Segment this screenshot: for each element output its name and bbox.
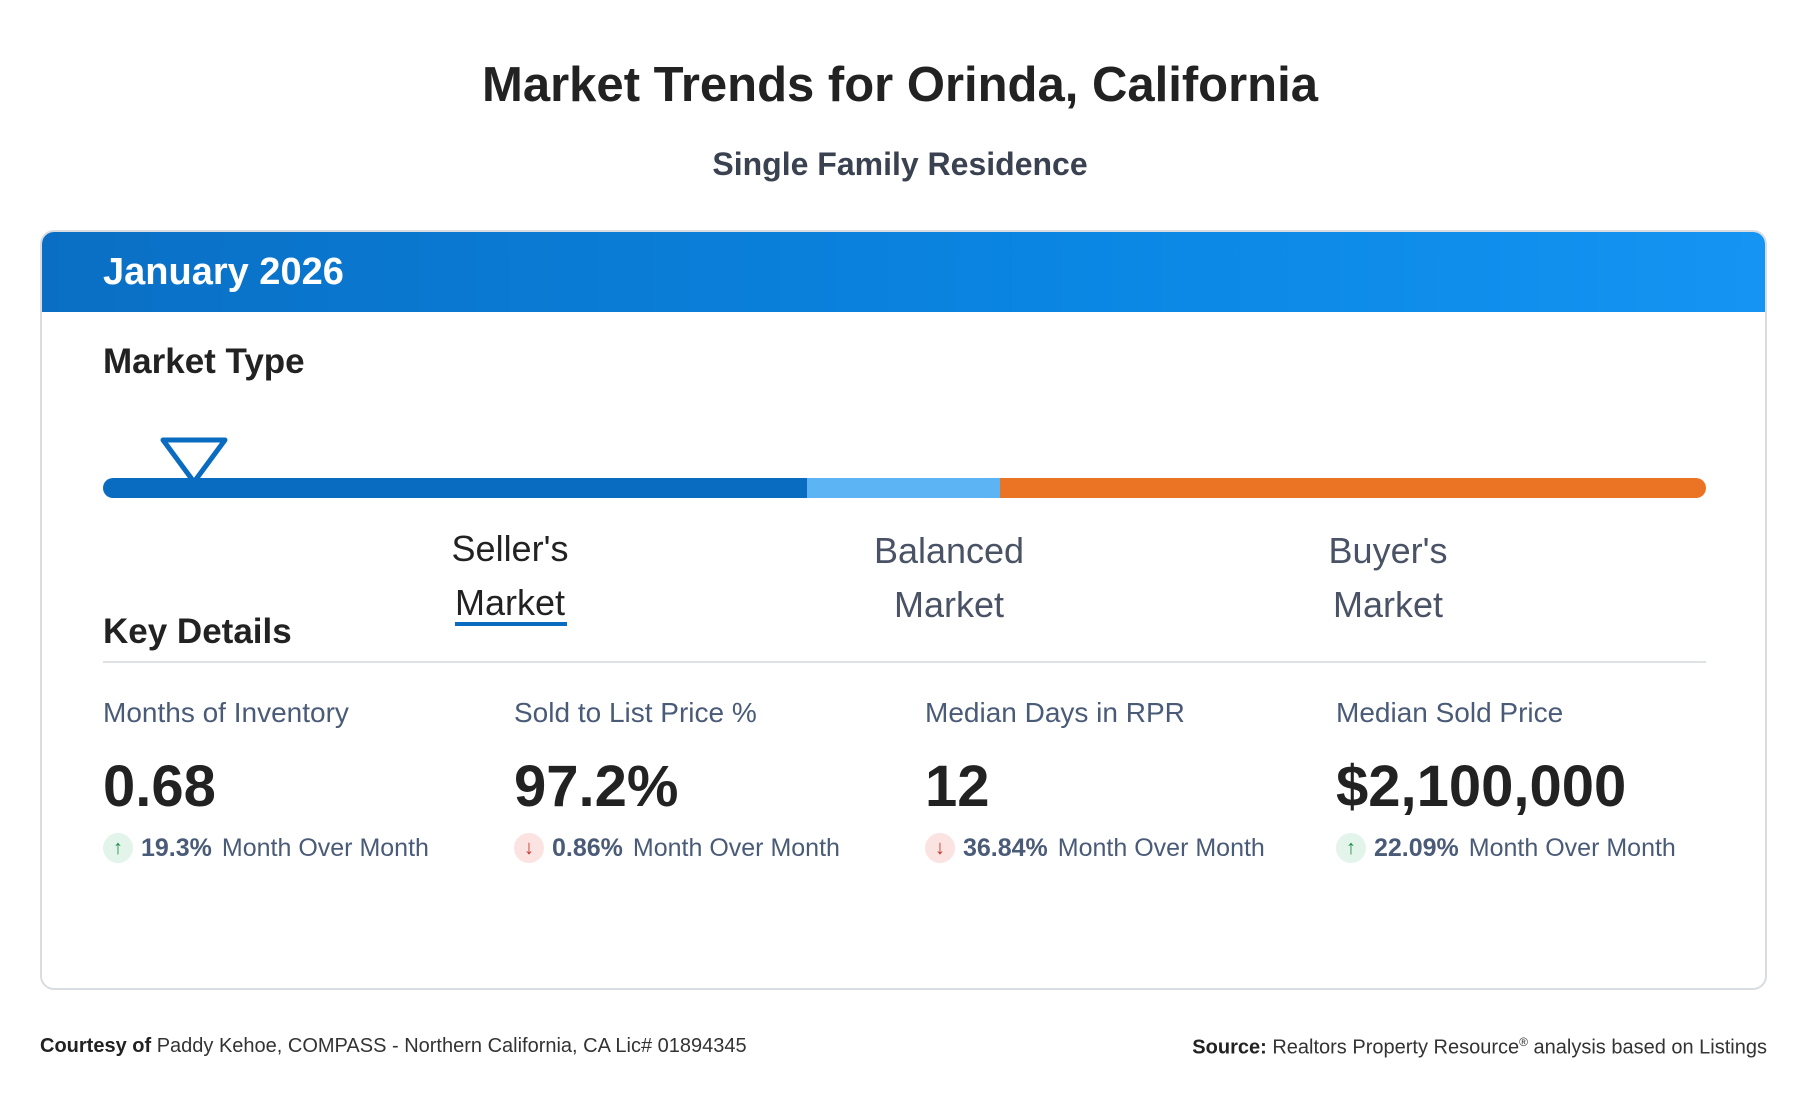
metric-median-days: Median Days in RPR 12 ↓ 36.84% Month Ove… bbox=[925, 697, 1265, 863]
seller-segment bbox=[103, 478, 807, 498]
source-footer: Source: Realtors Property Resource® anal… bbox=[1192, 1035, 1767, 1059]
page-subtitle: Single Family Residence bbox=[712, 146, 1088, 182]
market-type-bar bbox=[103, 478, 1706, 498]
section-divider bbox=[103, 661, 1706, 663]
balanced-segment bbox=[807, 478, 1000, 498]
metric-median-sold-price: Median Sold Price $2,100,000 ↑ 22.09% Mo… bbox=[1336, 697, 1676, 863]
metric-months-of-inventory: Months of Inventory 0.68 ↑ 19.3% Month O… bbox=[103, 697, 429, 863]
triangle-marker-icon bbox=[160, 437, 228, 485]
metric-sold-to-list: Sold to List Price % 97.2% ↓ 0.86% Month… bbox=[514, 697, 840, 863]
arrow-up-icon: ↑ bbox=[103, 833, 133, 863]
key-details-heading: Key Details bbox=[103, 612, 292, 651]
period-label: January 2026 bbox=[103, 250, 344, 293]
courtesy-footer: Courtesy of Paddy Kehoe, COMPASS - North… bbox=[40, 1035, 747, 1057]
page-title: Market Trends for Orinda, California bbox=[482, 58, 1318, 112]
market-trends-card: January 2026 Market Type Seller's Market… bbox=[40, 230, 1767, 990]
arrow-down-icon: ↓ bbox=[925, 833, 955, 863]
buyers-market-label: Buyer's Market bbox=[1328, 530, 1448, 625]
balanced-market-label: Balanced Market bbox=[873, 530, 1025, 625]
period-header: January 2026 bbox=[42, 232, 1765, 312]
sellers-market-label: Seller's Market bbox=[380, 522, 640, 630]
market-type-heading: Market Type bbox=[103, 342, 305, 381]
active-underline bbox=[455, 622, 567, 626]
arrow-down-icon: ↓ bbox=[514, 833, 544, 863]
arrow-up-icon: ↑ bbox=[1336, 833, 1366, 863]
buyer-segment bbox=[1000, 478, 1706, 498]
